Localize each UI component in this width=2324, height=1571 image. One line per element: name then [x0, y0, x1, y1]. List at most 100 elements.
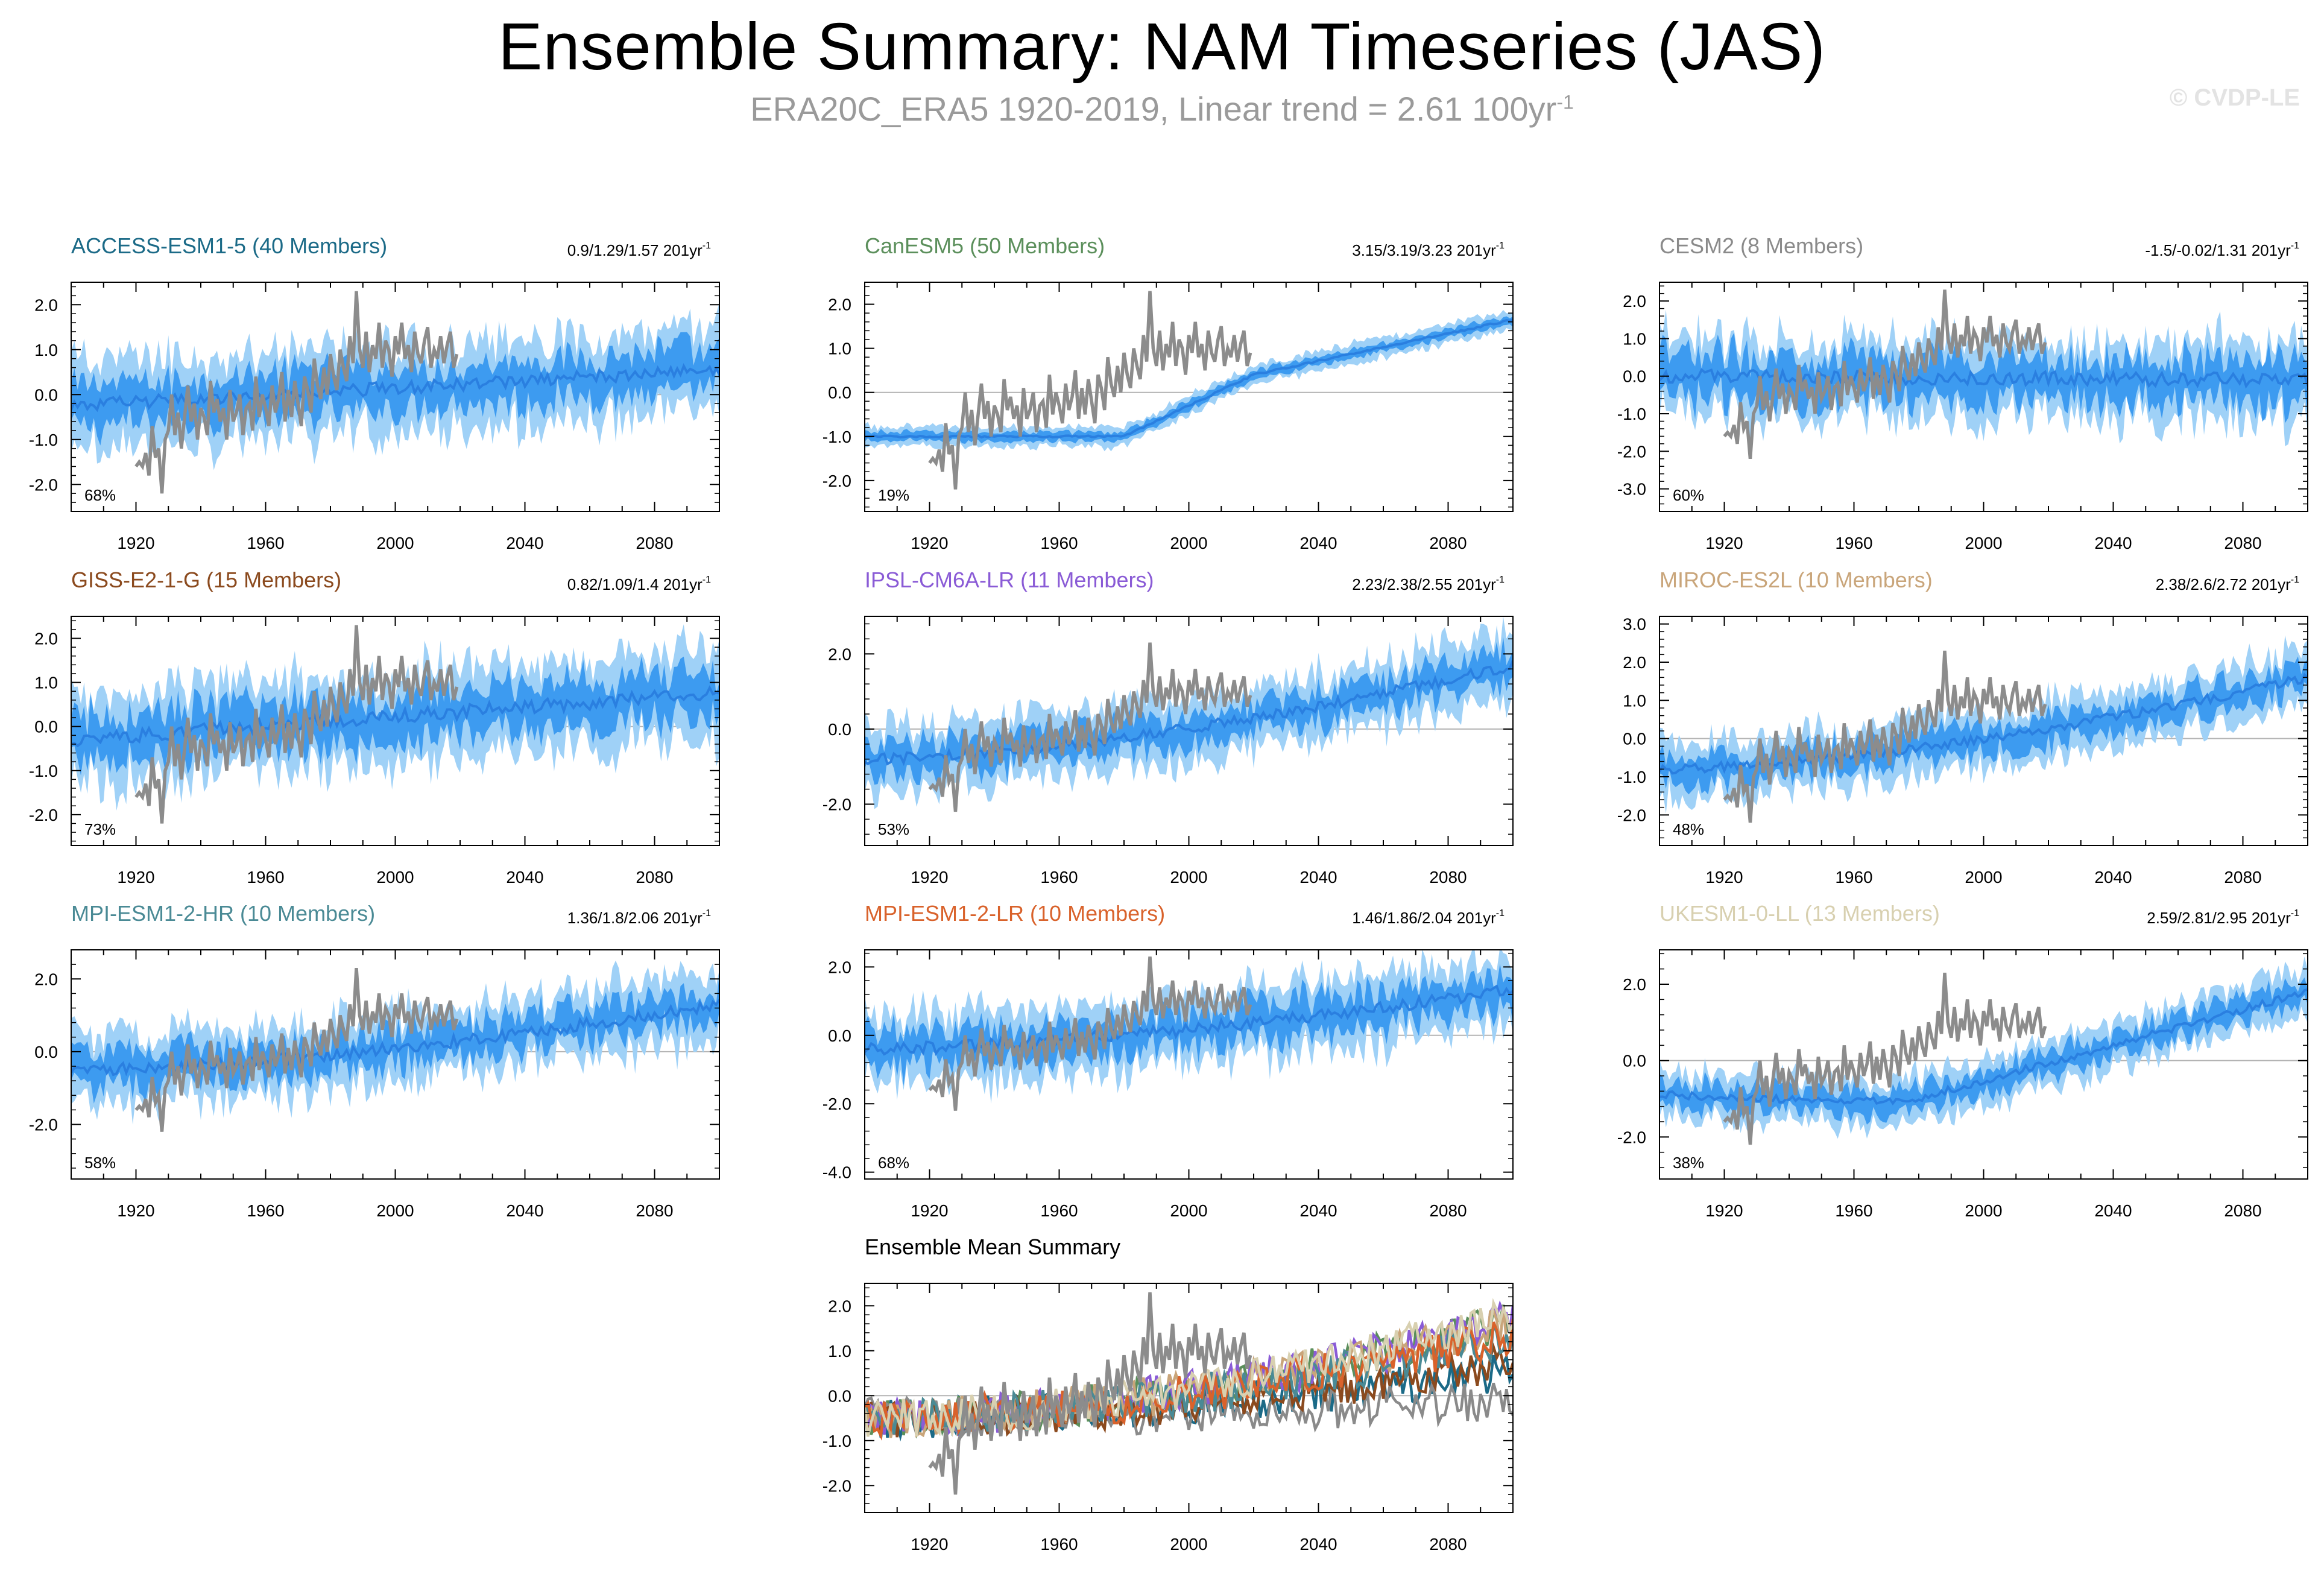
- x-tick-label: 2000: [376, 1201, 414, 1220]
- trend-superscript: -1: [2291, 575, 2299, 585]
- panel-trend-label: 2.38/2.6/2.72 201yr-1: [2156, 575, 2299, 593]
- observation-line: [1723, 972, 2047, 1145]
- panel-ensemble_mean: Ensemble Mean Summary 1920 1960 2000 2040 208…: [823, 1234, 1514, 1554]
- plot-area: [1659, 956, 2308, 1145]
- observation-line: [134, 291, 459, 494]
- y-tick-label: -2.0: [29, 806, 58, 824]
- x-tick-label: 1920: [911, 534, 948, 552]
- x-tick-label: 2000: [1170, 1535, 1207, 1554]
- panel-giss: GISS-E2-1-G (15 Members) 0.82/1.09/1.4 20…: [29, 567, 720, 887]
- observation-line: [928, 1292, 1252, 1495]
- x-tick-label: 2000: [1170, 534, 1207, 552]
- plot-area: [1659, 635, 2308, 823]
- y-tick-label: 0.0: [1623, 730, 1646, 748]
- watermark: © CVDP-LE: [2169, 84, 2300, 111]
- panel-title: CanESM5 (50 Members): [865, 233, 1105, 258]
- panel-ipsl: IPSL-CM6A-LR (11 Members) 2.23/2.38/2.55 …: [823, 567, 1514, 887]
- x-tick-label: 2080: [2224, 1201, 2261, 1220]
- panel-percent-label: 73%: [84, 820, 116, 838]
- trend-superscript: -1: [1496, 908, 1505, 918]
- x-tick-label: 1960: [247, 1201, 284, 1220]
- x-tick-label: 1960: [247, 534, 284, 552]
- y-tick-label: 2.0: [1623, 292, 1646, 311]
- y-tick-label: 2.0: [828, 958, 851, 976]
- x-tick-label: 1960: [247, 868, 284, 887]
- subtitle-superscript: -1: [1556, 91, 1574, 113]
- page-title: Ensemble Summary: NAM Timeseries (JAS): [498, 10, 1826, 84]
- plot-area: [71, 624, 719, 824]
- panel-percent-label: 53%: [878, 820, 909, 838]
- x-tick-label: 2040: [2094, 534, 2132, 552]
- x-tick-label: 2080: [636, 1201, 673, 1220]
- y-tick-label: 1.0: [1623, 329, 1646, 348]
- observation-line: [1723, 650, 2047, 823]
- ensemble-range-band: [865, 616, 1513, 809]
- observation-line: [928, 291, 1252, 490]
- y-tick-label: 0.0: [1623, 1052, 1646, 1070]
- x-tick-label: 1920: [911, 868, 948, 887]
- panel-title: IPSL-CM6A-LR (11 Members): [865, 567, 1154, 592]
- observation-line: [1723, 289, 2047, 460]
- y-tick-label: -1.0: [823, 1432, 851, 1450]
- x-tick-label: 2080: [1429, 534, 1467, 552]
- x-tick-label: 2040: [1299, 1201, 1337, 1220]
- plot-area: [71, 960, 719, 1132]
- y-tick-label: 0.0: [34, 385, 58, 404]
- x-tick-label: 2040: [506, 1201, 543, 1220]
- x-tick-label: 2000: [1965, 868, 2002, 887]
- x-tick-label: 1920: [911, 1201, 948, 1220]
- x-tick-label: 1960: [1040, 1535, 1078, 1554]
- y-tick-label: 1.0: [828, 1342, 851, 1361]
- x-tick-label: 1920: [117, 534, 154, 552]
- y-tick-label: -2.0: [1617, 806, 1646, 824]
- y-tick-label: 2.0: [34, 970, 58, 988]
- x-tick-label: 1960: [1040, 1201, 1078, 1220]
- ensemble-range-band: [865, 309, 1513, 452]
- y-tick-label: 1.0: [828, 340, 851, 358]
- y-tick-label: -2.0: [29, 1116, 58, 1134]
- panel-title: GISS-E2-1-G (15 Members): [71, 567, 341, 592]
- x-tick-label: 2080: [1429, 1535, 1467, 1554]
- y-tick-label: 0.0: [828, 720, 851, 739]
- x-tick-label: 2040: [2094, 868, 2132, 887]
- y-tick-label: 0.0: [34, 1043, 58, 1061]
- x-tick-label: 1920: [1705, 868, 1743, 887]
- trend-superscript: -1: [703, 241, 711, 251]
- ensemble-iqr-band: [1659, 977, 2308, 1125]
- plot-area: [71, 291, 719, 494]
- panel-trend-label: 1.36/1.8/2.06 201yr-1: [567, 908, 711, 927]
- x-tick-label: 1920: [1705, 534, 1743, 552]
- x-tick-label: 1920: [1705, 1201, 1743, 1220]
- y-tick-label: 2.0: [828, 1297, 851, 1315]
- trend-superscript: -1: [703, 575, 711, 585]
- panel-percent-label: 38%: [1673, 1154, 1704, 1172]
- panel-trend-label: 0.9/1.29/1.57 201yr-1: [567, 241, 711, 259]
- x-tick-label: 2080: [636, 534, 673, 552]
- x-tick-label: 1960: [1835, 868, 1872, 887]
- trend-superscript: -1: [2291, 241, 2299, 251]
- panel-percent-label: 58%: [84, 1154, 116, 1172]
- x-tick-label: 1960: [1040, 868, 1078, 887]
- y-tick-label: -2.0: [823, 1095, 851, 1113]
- ensemble-mean-line: [71, 363, 719, 413]
- plot-area: [865, 950, 1513, 1111]
- panel-title: Ensemble Mean Summary: [865, 1234, 1120, 1259]
- model-mean-line: [865, 1298, 1513, 1437]
- panel-trend-label: 2.23/2.38/2.55 201yr-1: [1352, 575, 1505, 593]
- plot-area: [865, 1292, 1513, 1495]
- panel-access: ACCESS-ESM1-5 (40 Members) 0.9/1.29/1.57 …: [29, 233, 720, 552]
- trend-superscript: -1: [2291, 908, 2299, 918]
- panel-title: CESM2 (8 Members): [1659, 233, 1863, 258]
- y-tick-label: 3.0: [1623, 615, 1646, 634]
- x-tick-label: 2040: [1299, 1535, 1337, 1554]
- y-tick-label: 1.0: [34, 341, 58, 359]
- y-tick-label: -2.0: [1617, 442, 1646, 461]
- y-tick-label: 2.0: [828, 296, 851, 314]
- y-tick-label: -3.0: [1617, 480, 1646, 499]
- y-tick-label: 2.0: [34, 296, 58, 314]
- y-tick-label: 1.0: [1623, 691, 1646, 710]
- y-tick-label: -1.0: [1617, 768, 1646, 786]
- x-tick-label: 1920: [117, 1201, 154, 1220]
- panel-title: MIROC-ES2L (10 Members): [1659, 567, 1933, 592]
- panel-canesm5: CanESM5 (50 Members) 3.15/3.19/3.23 201yr…: [823, 233, 1514, 552]
